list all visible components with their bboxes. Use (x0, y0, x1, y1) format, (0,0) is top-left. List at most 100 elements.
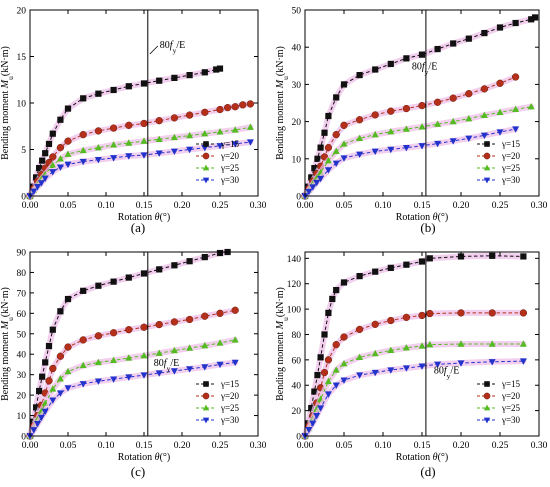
data-point (387, 60, 394, 68)
data-point (231, 126, 239, 133)
x-axis-label: Rotation θ(°) (118, 212, 171, 223)
y-tick-label: 50 (292, 7, 302, 17)
data-point (140, 152, 148, 159)
data-point (333, 286, 340, 294)
data-point (155, 370, 163, 377)
data-point (313, 412, 321, 420)
data-point (387, 367, 395, 374)
data-point (313, 179, 321, 187)
data-point (324, 143, 333, 152)
data-point (170, 318, 179, 326)
x-tick-label: 0.00 (22, 441, 39, 451)
y-tick-label: 20 (292, 407, 302, 417)
data-point (340, 121, 348, 129)
x-axis-label: Rotation θ(°) (396, 212, 449, 223)
data-point (387, 264, 394, 271)
data-point (201, 312, 209, 320)
data-point (201, 254, 208, 261)
legend-label: γ=25 (501, 403, 521, 413)
legend-label: γ=30 (501, 175, 521, 185)
data-point (314, 371, 321, 379)
data-point (155, 150, 163, 157)
data-point (519, 358, 527, 365)
legend-marker (483, 392, 491, 400)
data-point (402, 144, 410, 152)
data-point (450, 40, 457, 47)
data-point (42, 359, 49, 366)
data-point (79, 361, 87, 369)
data-point (332, 160, 340, 167)
x-tick-label: 0.20 (453, 441, 470, 451)
data-point (496, 24, 504, 31)
data-point (39, 373, 46, 380)
data-point (434, 361, 442, 369)
x-tick-label: 0.25 (492, 441, 509, 451)
panel-4: 0.00 0.05 0.10 0.15 0.20 0.25 0.30 0 20 40 60 80 100… (275, 251, 548, 479)
panel-label: (b) (420, 220, 435, 235)
data-point (465, 114, 473, 122)
legend-label: γ=20 (220, 391, 240, 401)
legend-label: γ=25 (220, 163, 240, 173)
y-tick-label: 30 (292, 81, 302, 91)
data-point (125, 326, 133, 334)
y-tick-label: 60 (17, 310, 27, 320)
y-tick-label: 10 (292, 155, 302, 165)
data-point (489, 252, 496, 259)
data-point (340, 377, 348, 384)
data-point (324, 356, 333, 364)
x-tick-label: 0.20 (453, 201, 470, 211)
series-line (29, 68, 221, 197)
data-point (155, 349, 163, 356)
data-point (403, 55, 410, 62)
data-point (95, 90, 102, 97)
legend-label: γ=25 (220, 403, 240, 413)
x-tick-label: 0.00 (297, 441, 314, 451)
panel-2: 0.00 0.05 0.10 0.15 0.20 0.25 0.30 0 10 20 30 40 50 R… (275, 7, 548, 236)
series-gamma-30 (26, 139, 254, 200)
data-point (496, 108, 504, 115)
x-tick-label: 0.15 (414, 201, 431, 211)
data-point (41, 175, 49, 183)
y-tick-label: 0 (21, 433, 26, 443)
data-point (170, 133, 178, 141)
data-point (110, 155, 118, 162)
y-tick-label: 80 (17, 269, 27, 279)
data-point (465, 35, 472, 42)
data-point (45, 377, 53, 385)
data-point (324, 391, 332, 398)
data-point (140, 372, 148, 379)
y-tick-label: 0 (296, 193, 301, 203)
data-point (201, 129, 209, 137)
data-point (488, 309, 496, 317)
series-gamma-25 (26, 336, 239, 439)
data-point (449, 94, 457, 102)
data-point (481, 29, 488, 37)
data-point (41, 408, 49, 416)
series-band (302, 103, 535, 199)
panel-3: 0.00 0.05 0.10 0.15 0.20 0.25 0.30 0 10 20 30 40 50 6… (0, 249, 267, 480)
legend-label: γ=15 (501, 379, 521, 389)
data-point (371, 111, 379, 119)
data-point (49, 153, 57, 161)
y-tick-label: 40 (292, 382, 302, 392)
data-point (213, 66, 220, 73)
legend-label: γ=15 (501, 139, 521, 149)
data-point (418, 363, 426, 370)
legend-marker (203, 141, 209, 147)
legend: γ=15 γ=20 γ=25 γ=30 (477, 139, 521, 185)
data-point (356, 72, 363, 79)
data-point (64, 367, 72, 375)
x-axis-label: Rotation θ(°) (118, 452, 171, 463)
data-point (49, 169, 57, 176)
data-point (231, 359, 239, 367)
legend-label: γ=30 (220, 415, 240, 425)
data-point (527, 103, 535, 110)
data-point (317, 144, 324, 151)
data-point (79, 158, 87, 166)
x-tick-label: 0.00 (297, 201, 314, 211)
data-point (155, 135, 163, 142)
series-gamma-30 (26, 359, 239, 440)
data-point (30, 427, 38, 434)
legend-label: γ=20 (501, 151, 521, 161)
data-point (231, 306, 239, 314)
